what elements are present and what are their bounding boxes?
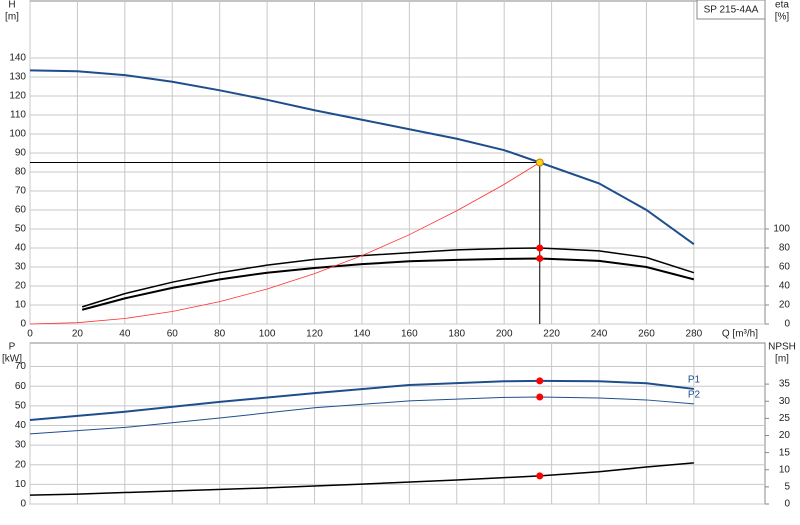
- y-tick-label: 40: [15, 243, 27, 254]
- y2-axis-label: NPSH: [768, 342, 796, 353]
- curve: [29, 462, 694, 496]
- y2-tick-label: 15: [779, 447, 791, 458]
- y-tick-label: 90: [15, 148, 27, 159]
- x-tick-label: 280: [686, 329, 703, 340]
- x-tick-label: 80: [214, 329, 226, 340]
- y2-tick-label: 20: [779, 430, 791, 441]
- x-tick-label: 180: [448, 329, 465, 340]
- curve: [29, 396, 694, 435]
- x-tick-label: 240: [591, 329, 608, 340]
- x-tick-label: 40: [119, 329, 131, 340]
- curve: [29, 162, 540, 325]
- y2-tick-label: 25: [779, 413, 791, 424]
- y-tick-label: 70: [15, 186, 27, 197]
- operating-point: [536, 244, 544, 252]
- y2-tick-label: 10: [779, 464, 791, 475]
- curve: [81, 247, 695, 308]
- y-tick-label: 120: [9, 91, 26, 102]
- x-tick-label: 120: [306, 329, 323, 340]
- y2-axis-unit: [%]: [775, 12, 790, 23]
- operating-point: [536, 254, 544, 262]
- y-tick-label: 60: [15, 381, 27, 392]
- x-tick-label: 160: [401, 329, 418, 340]
- chart-title: SP 215-4AA: [704, 5, 759, 16]
- y-tick-label: 0: [20, 499, 26, 510]
- y-tick-label: 10: [15, 300, 27, 311]
- y2-tick-label: 80: [779, 243, 791, 254]
- y2-tick-label: 100: [773, 224, 790, 235]
- y-tick-label: 30: [15, 262, 27, 273]
- y2-tick-label: 5: [784, 482, 790, 493]
- y-axis-label: H: [8, 0, 15, 11]
- y-tick-label: 20: [15, 281, 27, 292]
- series-label: P2: [688, 390, 701, 401]
- y2-tick-label: 0: [784, 319, 790, 330]
- y-tick-label: 50: [15, 400, 27, 411]
- y-tick-label: 10: [15, 479, 27, 490]
- y-tick-label: 40: [15, 420, 27, 431]
- title-box: [696, 0, 766, 20]
- y2-tick-label: 60: [779, 262, 791, 273]
- x-axis-label: Q [m³/h]: [722, 329, 758, 340]
- x-tick-label: 60: [167, 329, 179, 340]
- y2-tick-label: 30: [779, 396, 791, 407]
- y-tick-label: 50: [15, 224, 27, 235]
- y-tick-label: 130: [9, 72, 26, 83]
- curve: [29, 379, 694, 421]
- y2-tick-label: 35: [779, 379, 791, 390]
- y2-tick-label: 20: [779, 300, 791, 311]
- y-axis-unit: [m]: [5, 12, 19, 23]
- x-tick-label: 100: [259, 329, 276, 340]
- y-axis-unit: [kW]: [2, 354, 22, 365]
- y-tick-label: 140: [9, 53, 26, 64]
- y2-axis-unit: [m]: [775, 354, 789, 365]
- x-tick-label: 260: [638, 329, 655, 340]
- y-tick-label: 70: [15, 361, 27, 372]
- operating-point: [536, 393, 544, 401]
- x-tick-label: 140: [354, 329, 371, 340]
- y-tick-label: 20: [15, 459, 27, 470]
- x-tick-label: 20: [72, 329, 84, 340]
- operating-point: [536, 472, 544, 480]
- y-tick-label: 100: [9, 129, 26, 140]
- y2-tick-label: 40: [779, 281, 791, 292]
- y-tick-label: 30: [15, 440, 27, 451]
- y-tick-label: 110: [10, 110, 26, 121]
- y-tick-label: 60: [15, 205, 27, 216]
- curve: [81, 257, 695, 311]
- x-tick-label: 0: [27, 329, 33, 340]
- operating-point: [535, 158, 544, 167]
- curve: [29, 69, 695, 246]
- y2-axis-label: eta: [775, 0, 789, 11]
- y-tick-label: 80: [15, 167, 27, 178]
- operating-point: [536, 377, 544, 385]
- plot-frame: [29, 342, 766, 505]
- x-tick-label: 200: [496, 329, 513, 340]
- y-tick-label: 0: [20, 319, 26, 330]
- series-label: P1: [688, 375, 701, 386]
- y-axis-label: P: [9, 342, 16, 353]
- x-tick-label: 220: [543, 329, 560, 340]
- y2-tick-label: 0: [784, 499, 790, 510]
